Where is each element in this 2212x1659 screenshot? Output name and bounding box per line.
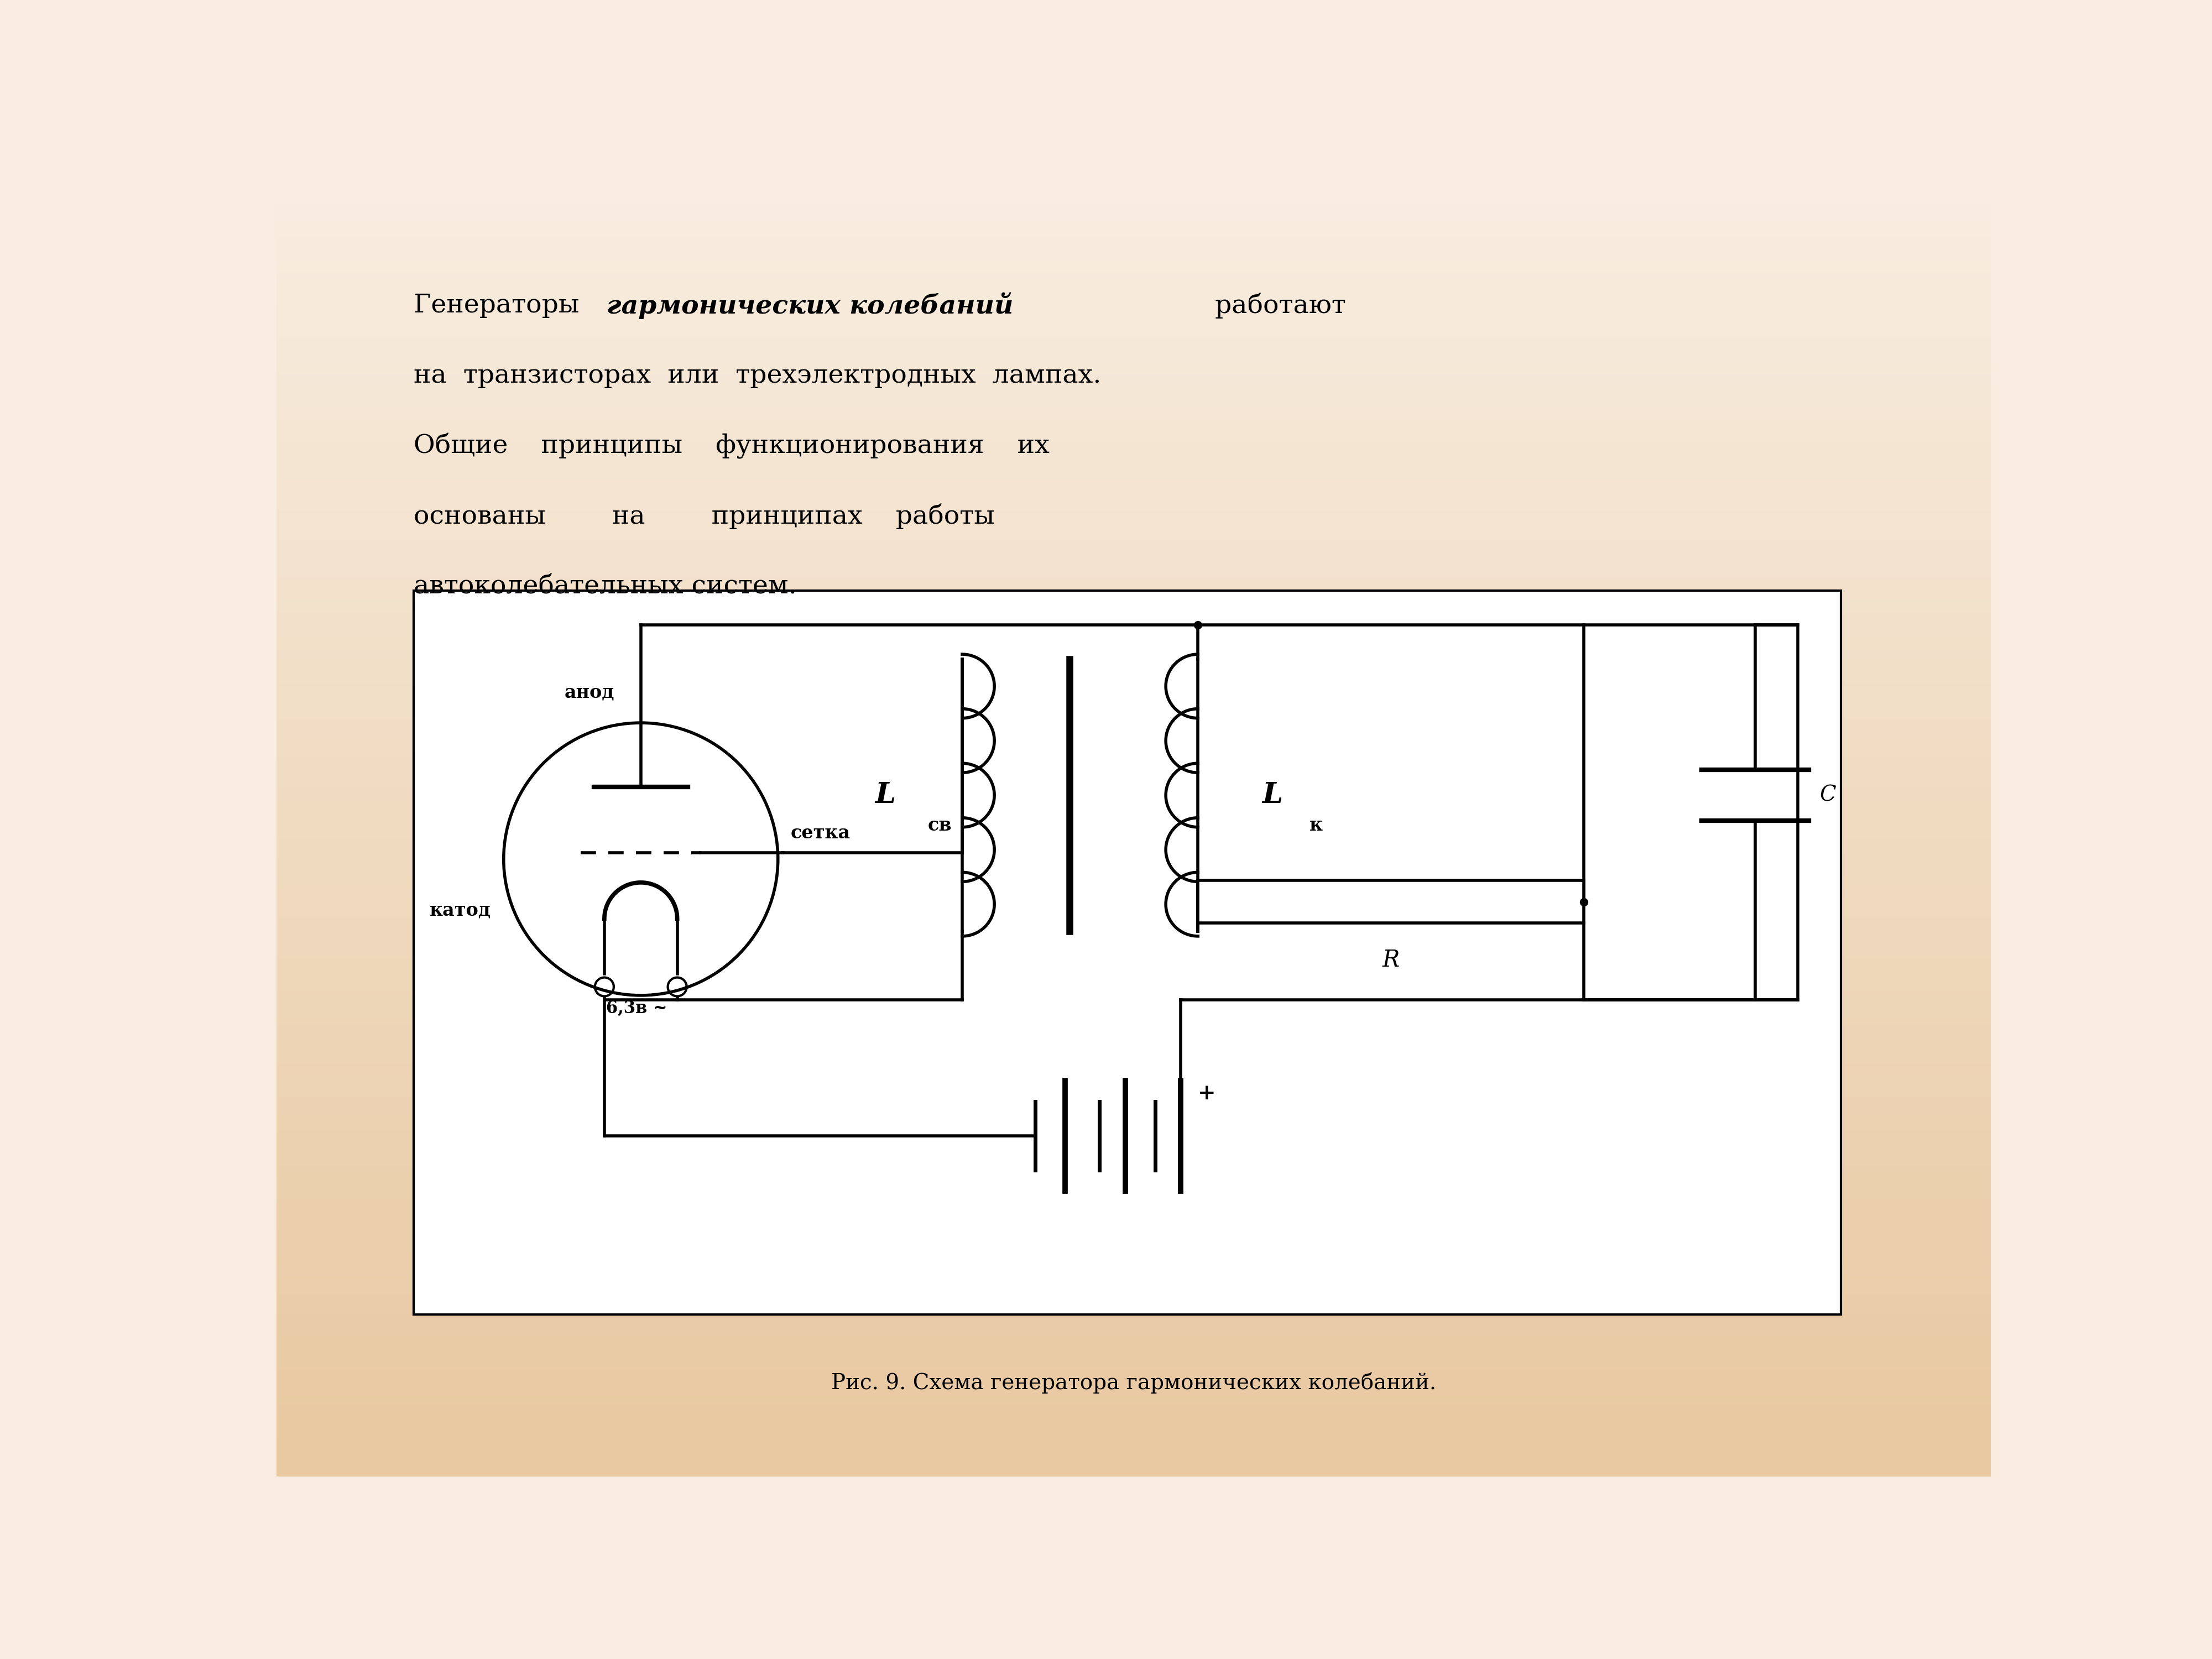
- Text: Общие    принципы    функционирования    их: Общие принципы функционирования их: [414, 433, 1048, 460]
- Text: C: C: [1818, 785, 1836, 806]
- Text: 6,3в ~: 6,3в ~: [606, 999, 668, 1017]
- Text: работают: работают: [1206, 292, 1345, 319]
- Circle shape: [504, 723, 779, 995]
- Text: анод: анод: [564, 684, 615, 702]
- Text: R: R: [1383, 949, 1400, 972]
- Text: +: +: [1197, 1083, 1217, 1103]
- Bar: [1199, 881, 1584, 922]
- Text: гармонических колебаний: гармонических колебаний: [606, 292, 1013, 319]
- Text: на  транзисторах  или  трехэлектродных  лампах.: на транзисторах или трехэлектродных ламп…: [414, 363, 1102, 388]
- Text: автоколебательных систем.: автоколебательных систем.: [414, 574, 796, 599]
- Text: L: L: [874, 781, 896, 810]
- Text: св: св: [929, 816, 951, 834]
- Text: основаны        на        принципах    работы: основаны на принципах работы: [414, 503, 995, 529]
- Text: L: L: [1263, 781, 1283, 810]
- Text: Рис. 9. Схема генератора гармонических колебаний.: Рис. 9. Схема генератора гармонических к…: [832, 1372, 1436, 1394]
- Text: катод: катод: [429, 901, 491, 919]
- Text: сетка: сетка: [792, 825, 852, 843]
- Text: Генераторы: Генераторы: [414, 294, 588, 319]
- Text: к: к: [1310, 816, 1323, 834]
- Bar: [414, 591, 1840, 1314]
